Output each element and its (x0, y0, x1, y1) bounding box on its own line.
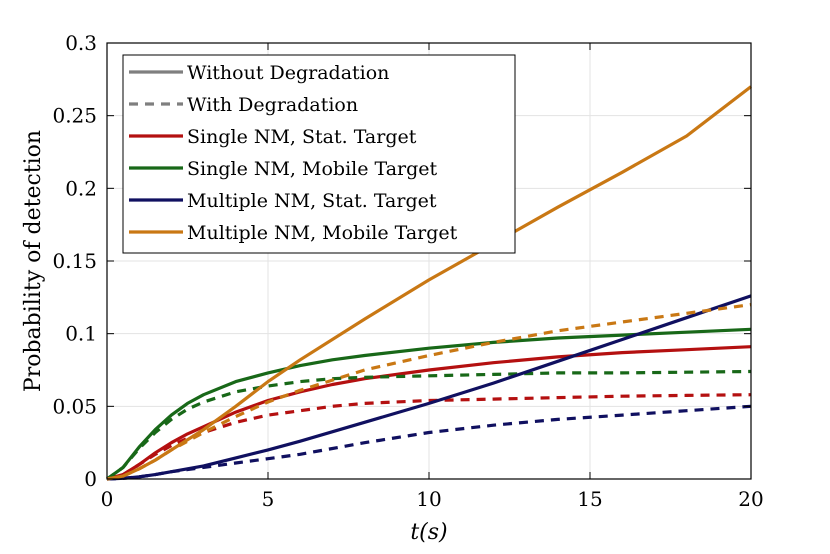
series-line (106, 294, 752, 481)
y-tick-label: 0.25 (52, 104, 97, 128)
legend-label: Multiple NM, Stat. Target (187, 190, 437, 212)
x-tick-label: 10 (416, 487, 441, 511)
series-line (106, 393, 752, 481)
legend-box (122, 54, 516, 254)
series-line (106, 85, 752, 481)
legend-label: Multiple NM, Mobile Target (187, 222, 458, 244)
x-tick-label: 5 (262, 487, 275, 511)
y-tick-label: 0.05 (52, 394, 97, 418)
x-tick-label: 20 (738, 487, 763, 511)
series-line (106, 303, 752, 481)
legend: Without Degradation With Degradation Singl… (122, 54, 516, 254)
x-axis-title: t(s) (410, 520, 447, 545)
x-tick-label: 15 (577, 487, 602, 511)
legend-label: Without Degradation (187, 62, 389, 84)
x-tick-label: 0 (101, 487, 114, 511)
y-tick-label: 0.1 (65, 322, 97, 346)
legend-label: Single NM, Mobile Target (187, 158, 438, 180)
axis-ticks: 0 5 10 15 20 0 0.05 0.1 0.15 0.2 0.25 0.3 (52, 31, 763, 511)
series-line (106, 404, 752, 481)
legend-label: With Degradation (187, 94, 358, 116)
series-layer (106, 85, 752, 481)
y-tick-label: 0.15 (52, 249, 97, 273)
y-tick-label: 0.3 (65, 31, 97, 55)
legend-label: Single NM, Stat. Target (187, 126, 417, 148)
y-tick-label: 0 (84, 467, 97, 491)
y-tick-label: 0.2 (65, 176, 97, 200)
y-axis-title: Probability of detection (21, 130, 46, 392)
